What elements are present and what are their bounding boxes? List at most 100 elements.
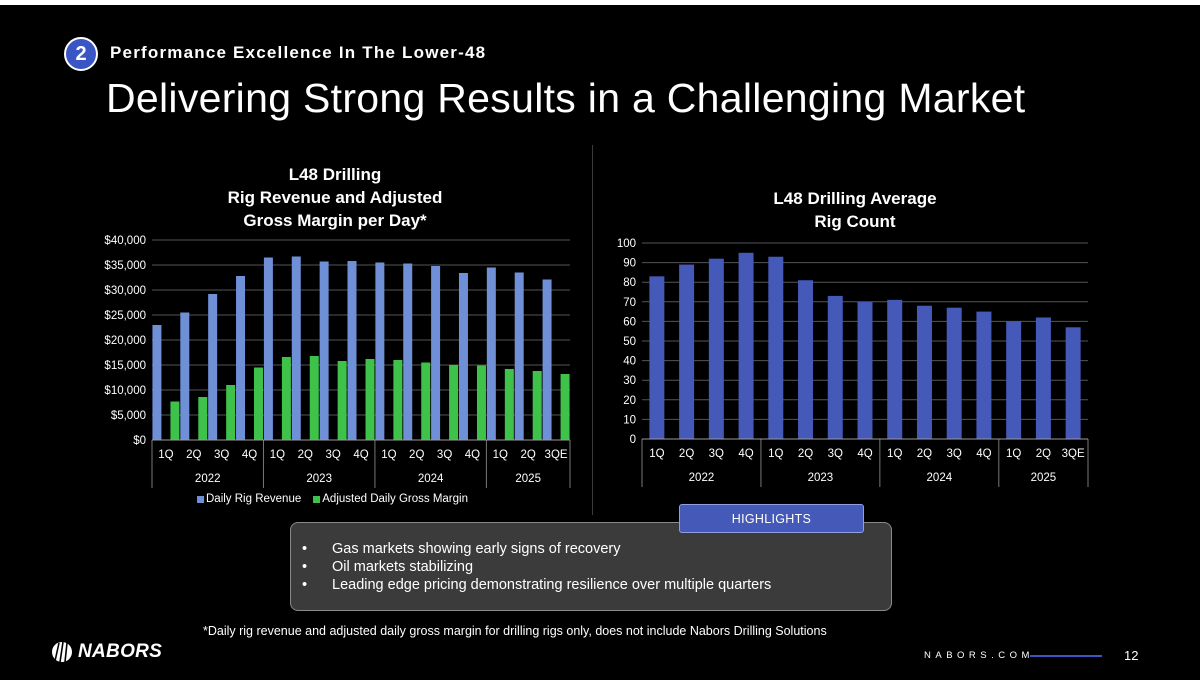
bar-adjusted-daily-gross-margin [504, 369, 514, 440]
x-tick-label: 2Q [186, 449, 201, 461]
x-tick-label: 3QE [1062, 448, 1085, 460]
x-group-label: 2025 [515, 473, 541, 485]
website-label: NABORS.COM [924, 650, 1034, 661]
x-tick-label: 1Q [768, 448, 783, 460]
highlight-item: • Leading edge pricing demonstrating resi… [302, 576, 771, 594]
y-tick-label: $15,000 [104, 360, 146, 372]
x-group-label: 2022 [689, 472, 715, 484]
legend-item-margin: Adjusted Daily Gross Margin [313, 493, 468, 505]
bar-average-rig-count [798, 280, 814, 439]
left-chart-title: L48 Drilling Rig Revenue and Adjusted Gr… [200, 163, 470, 232]
x-tick-label: 2Q [521, 449, 536, 461]
x-tick-label: 4Q [465, 449, 480, 461]
bar-adjusted-daily-gross-margin [560, 374, 570, 440]
x-group-label: 2024 [927, 472, 953, 484]
x-tick-label: 4Q [857, 448, 872, 460]
y-tick-label: $0 [133, 435, 146, 447]
legend-swatch-margin [313, 495, 321, 503]
legend-label: Daily Rig Revenue [206, 493, 302, 505]
bar-average-rig-count [1006, 321, 1022, 439]
rig-count-bar-chart: 0 10 20 30 40 50 60 70 80 90 100 1Q 2Q 3Q 4Q 1Q 2Q 3Q 4Q 1Q… [617, 238, 1089, 487]
bar-average-rig-count [649, 276, 665, 439]
bar-daily-rig-revenue [180, 312, 190, 440]
revenue-margin-bar-chart: $0 $5,000 $10,000 $15,000 $20,000 $25,000 $30,… [104, 235, 571, 488]
y-tick-label: 90 [623, 258, 636, 270]
bar-daily-rig-revenue [347, 261, 357, 440]
highlight-text: Leading edge pricing demonstrating resil… [332, 577, 772, 593]
x-group-label: 2025 [1031, 472, 1057, 484]
x-tick-label: 4Q [353, 449, 368, 461]
left-chart-title-line: Gross Margin per Day* [243, 211, 427, 230]
x-tick-label: 1Q [887, 448, 902, 460]
x-tick-label: 1Q [493, 449, 508, 461]
bar-average-rig-count [738, 252, 754, 439]
bullet-icon: • [302, 577, 308, 593]
y-tick-label: $40,000 [104, 235, 146, 247]
y-tick-label: 60 [623, 316, 636, 328]
x-tick-label: 2Q [917, 448, 932, 460]
bar-daily-rig-revenue [291, 256, 301, 440]
legend-item-revenue: Daily Rig Revenue [197, 493, 301, 505]
y-tick-label: $30,000 [104, 285, 146, 297]
nabors-logo: NABORS [50, 641, 162, 663]
x-tick-label: 3Q [709, 448, 724, 460]
x-tick-label: 1Q [649, 448, 664, 460]
y-tick-label: 20 [623, 395, 636, 407]
bar-average-rig-count [976, 311, 992, 439]
bar-adjusted-daily-gross-margin [393, 360, 403, 440]
bar-daily-rig-revenue [152, 325, 162, 440]
y-tick-label: $10,000 [104, 385, 146, 397]
x-tick-label: 3Q [437, 449, 452, 461]
bar-average-rig-count [768, 256, 784, 439]
y-tick-label: 0 [630, 434, 636, 446]
bar-average-rig-count [1035, 317, 1051, 439]
y-tick-label: 10 [623, 414, 636, 426]
x-tick-label: 3QE [545, 449, 568, 461]
bar-average-rig-count [887, 299, 903, 439]
bar-daily-rig-revenue [514, 272, 524, 440]
bar-daily-rig-revenue [486, 267, 496, 440]
bar-adjusted-daily-gross-margin [337, 361, 347, 440]
bullet-icon: • [302, 559, 308, 575]
x-group-label: 2023 [808, 472, 834, 484]
bar-daily-rig-revenue [458, 273, 468, 440]
bar-adjusted-daily-gross-margin [532, 371, 542, 440]
y-tick-label: $5,000 [111, 410, 146, 422]
bar-average-rig-count [857, 301, 873, 439]
x-tick-label: 3Q [325, 449, 340, 461]
bar-average-rig-count [946, 307, 962, 439]
y-tick-label: 70 [623, 297, 636, 309]
x-tick-label: 3Q [947, 448, 962, 460]
legend-label: Adjusted Daily Gross Margin [322, 493, 468, 505]
bar-average-rig-count [827, 295, 843, 439]
x-group-label: 2023 [306, 473, 332, 485]
x-tick-label: 2Q [1036, 448, 1051, 460]
highlight-text: Oil markets stabilizing [332, 559, 474, 575]
right-chart-title-line: Rig Count [814, 212, 896, 231]
bar-adjusted-daily-gross-margin [170, 401, 180, 440]
x-tick-label: 3Q [828, 448, 843, 460]
logo-text: NABORS [78, 641, 163, 662]
bar-daily-rig-revenue [375, 262, 385, 440]
bar-daily-rig-revenue [263, 257, 273, 440]
footer-accent-line [1030, 655, 1102, 657]
left-chart-title-line: L48 Drilling [288, 165, 382, 184]
left-chart-title-line: Rig Revenue and Adjusted [227, 188, 443, 207]
x-tick-label: 4Q [976, 448, 991, 460]
x-tick-label: 4Q [242, 449, 257, 461]
bar-daily-rig-revenue [236, 276, 246, 440]
bar-adjusted-daily-gross-margin [198, 397, 208, 440]
bar-adjusted-daily-gross-margin [281, 357, 291, 440]
y-tick-label: $25,000 [104, 310, 146, 322]
x-tick-label: 1Q [270, 449, 285, 461]
bar-average-rig-count [708, 258, 724, 439]
y-tick-label: $35,000 [104, 260, 146, 272]
y-tick-label: $20,000 [104, 335, 146, 347]
y-tick-label: 50 [623, 336, 636, 348]
highlight-item: • Gas markets showing early signs of reco… [302, 540, 771, 558]
x-tick-label: 2Q [679, 448, 694, 460]
bar-adjusted-daily-gross-margin [226, 385, 236, 440]
right-chart-title-line: L48 Drilling Average [773, 189, 937, 208]
x-tick-label: 2Q [798, 448, 813, 460]
bar-daily-rig-revenue [319, 261, 329, 440]
